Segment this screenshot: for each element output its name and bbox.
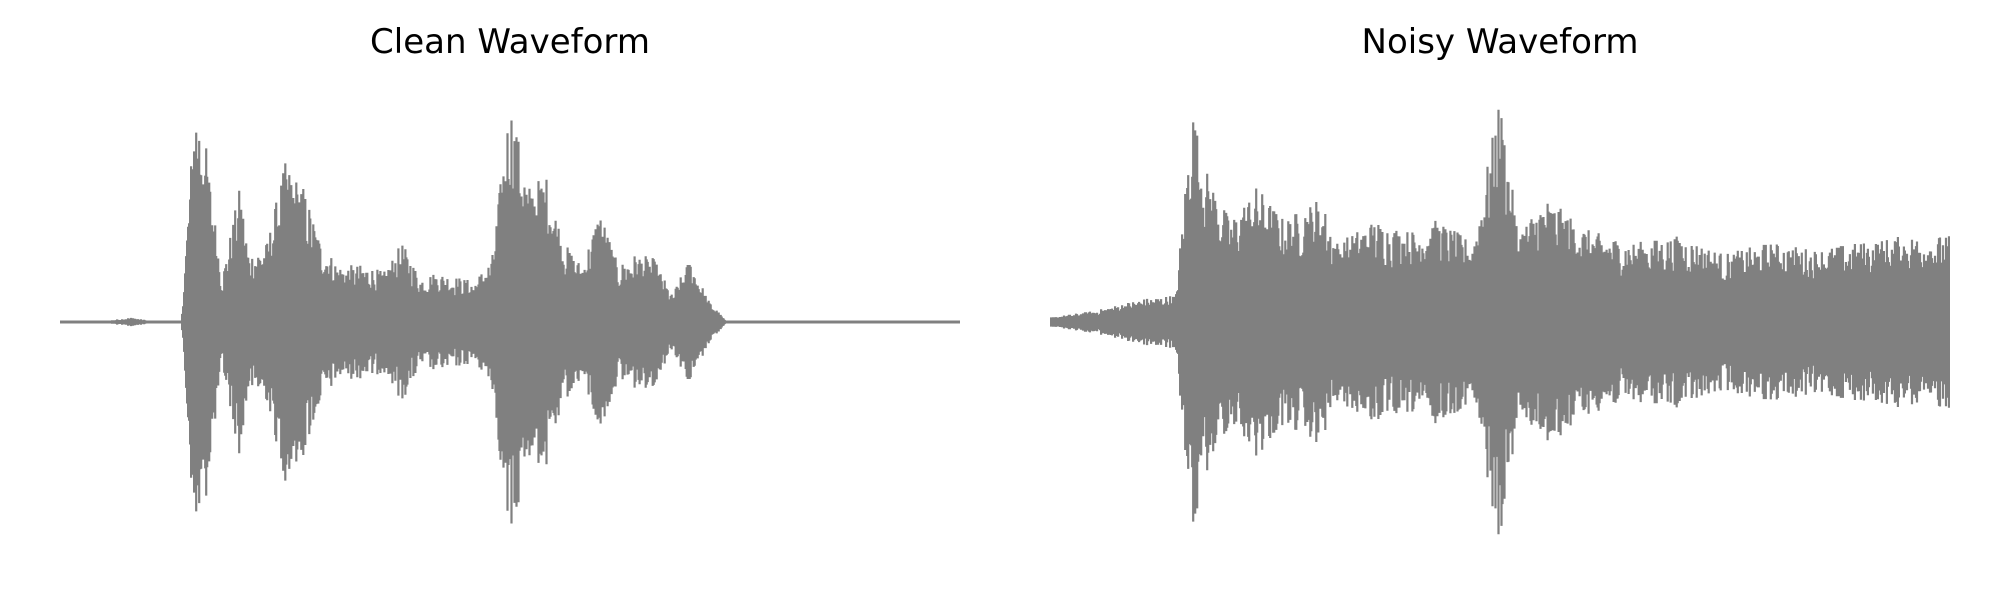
noisy-waveform-panel: Noisy Waveform bbox=[1050, 0, 1950, 600]
chart-title-clean: Clean Waveform bbox=[370, 22, 650, 62]
chart-title-noisy: Noisy Waveform bbox=[1361, 22, 1639, 62]
clean-waveform-plot bbox=[60, 120, 960, 524]
waveform-series-line bbox=[60, 120, 960, 524]
waveform-series-line bbox=[1050, 109, 1950, 535]
noisy-waveform-plot bbox=[1050, 109, 1950, 535]
clean-waveform-panel: Clean Waveform bbox=[60, 0, 960, 600]
